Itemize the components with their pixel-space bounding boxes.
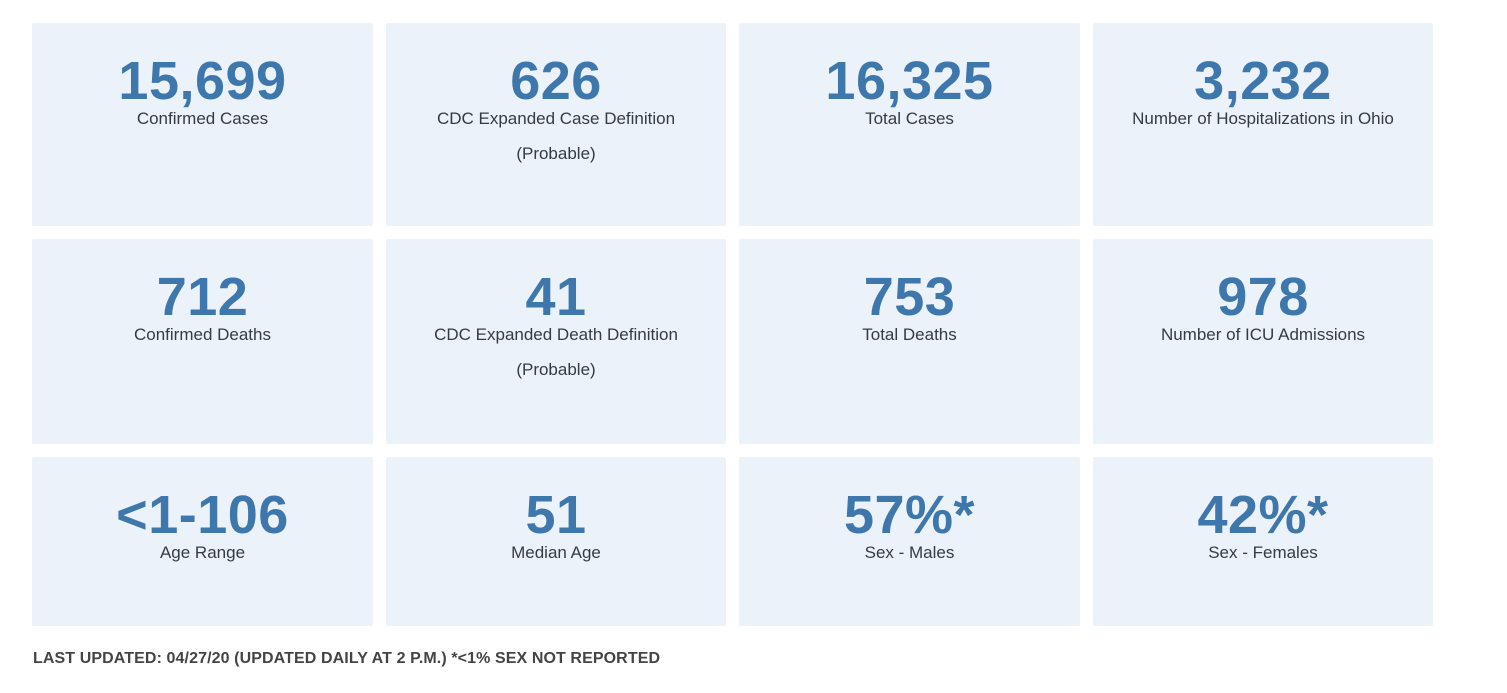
stat-value: 51 <box>525 485 587 545</box>
stat-label: Sex - Females <box>1208 543 1318 562</box>
stat-value: 41 <box>525 267 587 327</box>
stat-tile-probable-cases: 626 CDC Expanded Case Definition (Probab… <box>386 23 726 226</box>
stat-label: Total Cases <box>865 109 954 128</box>
stat-value: 712 <box>156 267 249 327</box>
stat-value: 978 <box>1217 267 1309 327</box>
stat-tile-total-deaths: 753 Total Deaths <box>739 239 1080 444</box>
stat-tile-total-cases: 16,325 Total Cases <box>739 23 1080 226</box>
stat-tile-sex-females: 42%* Sex - Females <box>1093 457 1433 626</box>
stat-tile-median-age: 51 Median Age <box>386 457 726 626</box>
stat-value: 626 <box>510 51 602 111</box>
stat-value: 16,325 <box>825 51 994 111</box>
stat-tile-age-range: <1-106 Age Range <box>32 457 373 626</box>
stats-grid: 15,699 Confirmed Cases 626 CDC Expanded … <box>32 23 1433 626</box>
stat-value: 57%* <box>843 485 976 545</box>
stat-label: Age Range <box>159 543 246 562</box>
stat-label: Number of Hospitalizations in Ohio <box>1132 109 1394 128</box>
stat-tile-icu-admissions: 978 Number of ICU Admissions <box>1093 239 1433 444</box>
stat-label: Number of ICU Admissions <box>1160 325 1366 344</box>
stat-label: Median Age <box>511 543 601 562</box>
stat-tile-confirmed-deaths: 712 Confirmed Deaths <box>32 239 373 444</box>
stat-tile-probable-deaths: 41 CDC Expanded Death Definition (Probab… <box>386 239 726 444</box>
stat-tile-confirmed-cases: 15,699 Confirmed Cases <box>32 23 373 226</box>
stat-label: Total Deaths <box>862 325 957 344</box>
stat-label: CDC Expanded Death Definition (Probable) <box>434 325 678 379</box>
stat-value: 42%* <box>1197 485 1329 545</box>
stat-label: CDC Expanded Case Definition (Probable) <box>436 109 676 163</box>
stat-tile-hospitalizations: 3,232 Number of Hospitalizations in Ohio <box>1093 23 1433 226</box>
stat-label: Confirmed Deaths <box>133 325 271 344</box>
stat-value: 3,232 <box>1194 51 1332 111</box>
stat-label: Confirmed Cases <box>136 109 269 128</box>
stat-tile-sex-males: 57%* Sex - Males <box>739 457 1080 626</box>
last-updated-note: LAST UPDATED: 04/27/20 (UPDATED DAILY AT… <box>33 650 661 667</box>
stat-value: <1-106 <box>116 485 289 545</box>
stat-label: Sex - Males <box>864 543 955 562</box>
stat-value: 15,699 <box>118 51 287 111</box>
stat-value: 753 <box>863 267 956 327</box>
